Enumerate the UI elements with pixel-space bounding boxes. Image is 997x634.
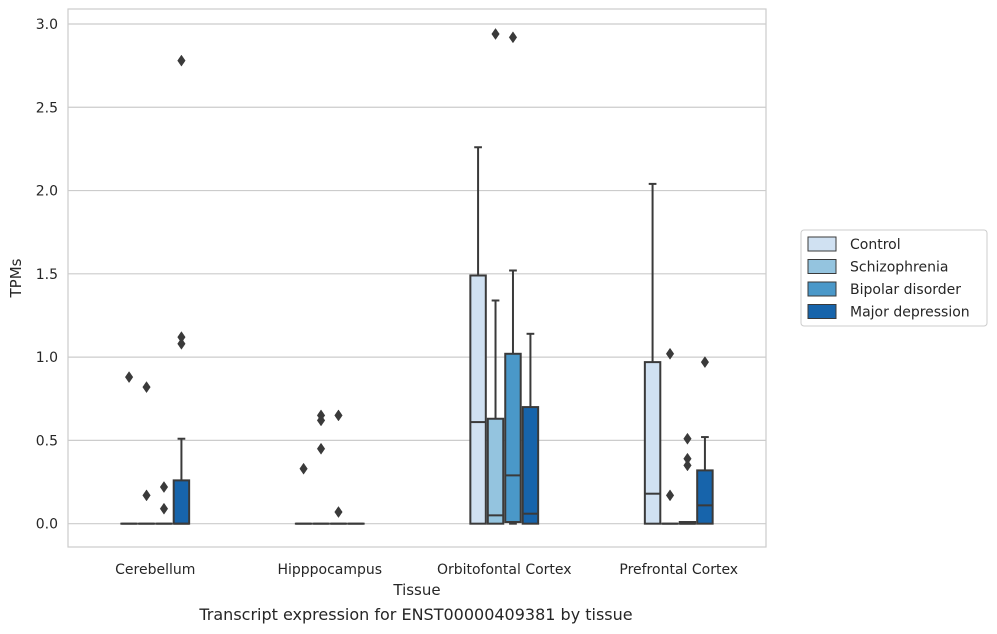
outlier-point: [177, 54, 186, 67]
y-tick-labels: 0.0 0.5 1.0 1.5 2.0 2.5 3.0: [36, 17, 58, 533]
box-control: [469, 146, 487, 525]
outlier-point: [508, 31, 518, 44]
outlier-point: [124, 371, 134, 384]
legend-label: Bipolar disorder: [850, 282, 961, 298]
y-tick-label: 2.0: [36, 184, 58, 200]
legend-swatch: [807, 304, 837, 319]
x-tick-label: Prefrontal Cortex: [619, 562, 738, 578]
legend-label: Schizophrenia: [850, 260, 948, 276]
box-major-depression: [172, 54, 191, 525]
outlier-point: [159, 481, 169, 493]
outlier-point: [334, 506, 343, 518]
grid-layer: [68, 23, 766, 525]
box-schizophrenia: [312, 409, 330, 525]
legend-frame: [800, 229, 988, 327]
box-layer: [120, 28, 714, 525]
box-control: [294, 462, 313, 525]
figure-caption: Transcript expression for ENST0000040938…: [199, 605, 633, 624]
outlier-point: [142, 381, 151, 394]
box-major-depression: [521, 332, 540, 525]
legend-label: Control: [850, 237, 901, 253]
outlier-point: [683, 432, 692, 445]
y-tick-label: 3.0: [36, 17, 58, 33]
box-schizophrenia: [486, 28, 505, 525]
box-control: [120, 371, 138, 525]
outlier-point: [665, 347, 675, 360]
y-tick-label: 2.5: [36, 100, 58, 116]
outlier-point: [316, 414, 326, 427]
box-bipolar-disorder: [155, 481, 173, 525]
x-axis-label: Tissue: [392, 581, 440, 599]
box-body: [469, 274, 487, 525]
x-tick-label: Hipppocampus: [277, 562, 382, 578]
x-tick-label: Cerebellum: [115, 562, 195, 578]
box-body: [696, 469, 714, 525]
box-body: [521, 406, 540, 525]
outlier-point: [316, 442, 326, 455]
y-tick-label: 0.5: [36, 433, 58, 449]
legend-swatch: [807, 259, 837, 274]
box-control: [643, 182, 662, 525]
plot-frame: [67, 8, 767, 548]
box-schizophrenia: [137, 381, 156, 525]
y-tick-label: 1.0: [36, 350, 58, 366]
x-tick-label: Orbitofontal Cortex: [437, 562, 572, 578]
box-body: [643, 361, 662, 525]
outlier-point: [334, 409, 343, 422]
outlier-point: [700, 356, 710, 369]
y-tick-label: 1.5: [36, 267, 58, 283]
outlier-point: [665, 489, 675, 502]
outlier-point: [491, 28, 500, 40]
box-body: [486, 417, 505, 525]
legend-swatch: [807, 281, 837, 297]
legend-items: Control Schizophrenia Bipolar disorder Majo…: [807, 236, 970, 321]
legend-label: Major depression: [850, 305, 970, 321]
y-tick-label: 0.0: [36, 517, 58, 533]
outlier-point: [683, 459, 692, 472]
outlier-point: [142, 489, 151, 502]
box-bipolar-disorder: [329, 409, 348, 525]
box-body: [172, 479, 191, 525]
box-bipolar-disorder: [678, 432, 697, 525]
box-bipolar-disorder: [504, 31, 522, 525]
y-axis-label: TPMs: [7, 258, 25, 298]
outlier-point: [159, 502, 169, 515]
outlier-point: [177, 337, 186, 350]
box-schizophrenia: [661, 347, 679, 525]
x-tick-labels: Cerebellum Hipppocampus Orbitofontal Corte…: [115, 562, 738, 578]
box-major-depression: [696, 356, 714, 525]
legend: Control Schizophrenia Bipolar disorder Majo…: [800, 229, 988, 327]
box-body: [504, 352, 522, 524]
legend-swatch: [807, 236, 837, 252]
outlier-point: [299, 462, 308, 475]
